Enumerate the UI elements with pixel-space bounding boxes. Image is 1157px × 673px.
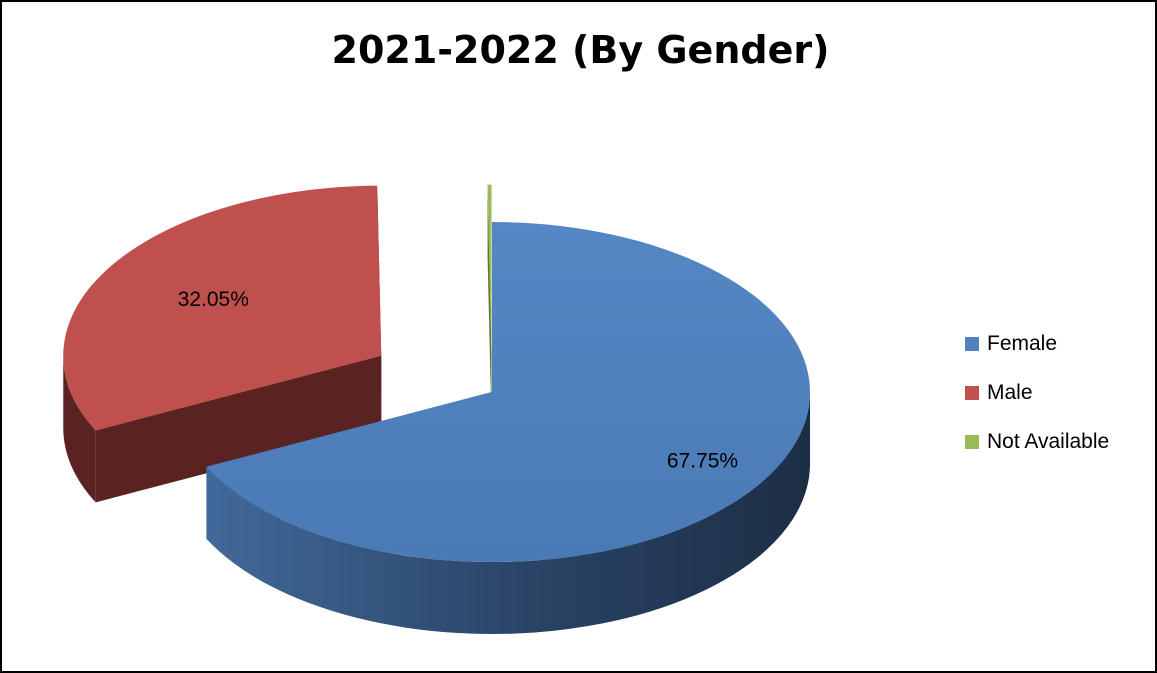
pie-top-female xyxy=(206,222,810,562)
data-label-female: 67.75% xyxy=(667,450,738,473)
legend-label-male: Male xyxy=(987,380,1033,404)
pie-side-female xyxy=(206,392,810,634)
legend-swatch-male xyxy=(965,385,979,400)
legend-item-female: Female xyxy=(965,319,1109,368)
pie-cut-face-not-available xyxy=(487,184,492,427)
legend: Female Male Not Available xyxy=(965,319,1109,466)
legend-item-not-available: Not Available xyxy=(965,417,1109,466)
data-label-male: 32.05% xyxy=(178,288,249,311)
legend-label-not-available: Not Available xyxy=(987,429,1110,453)
legend-swatch-female xyxy=(965,336,979,351)
chart-title: 2021-2022 (By Gender) xyxy=(331,28,830,72)
pie-side-male xyxy=(63,355,96,503)
legend-swatch-not-available xyxy=(965,434,979,449)
pie-top-not-available xyxy=(487,184,492,355)
pie-top-male xyxy=(63,185,382,431)
pie-slice-not-available xyxy=(487,184,492,427)
pie-cut-face-male xyxy=(95,355,382,503)
pie-slice-male xyxy=(63,185,382,503)
pie-slice-female xyxy=(206,222,810,634)
legend-item-male: Male xyxy=(965,368,1109,417)
legend-label-female: Female xyxy=(987,331,1058,355)
